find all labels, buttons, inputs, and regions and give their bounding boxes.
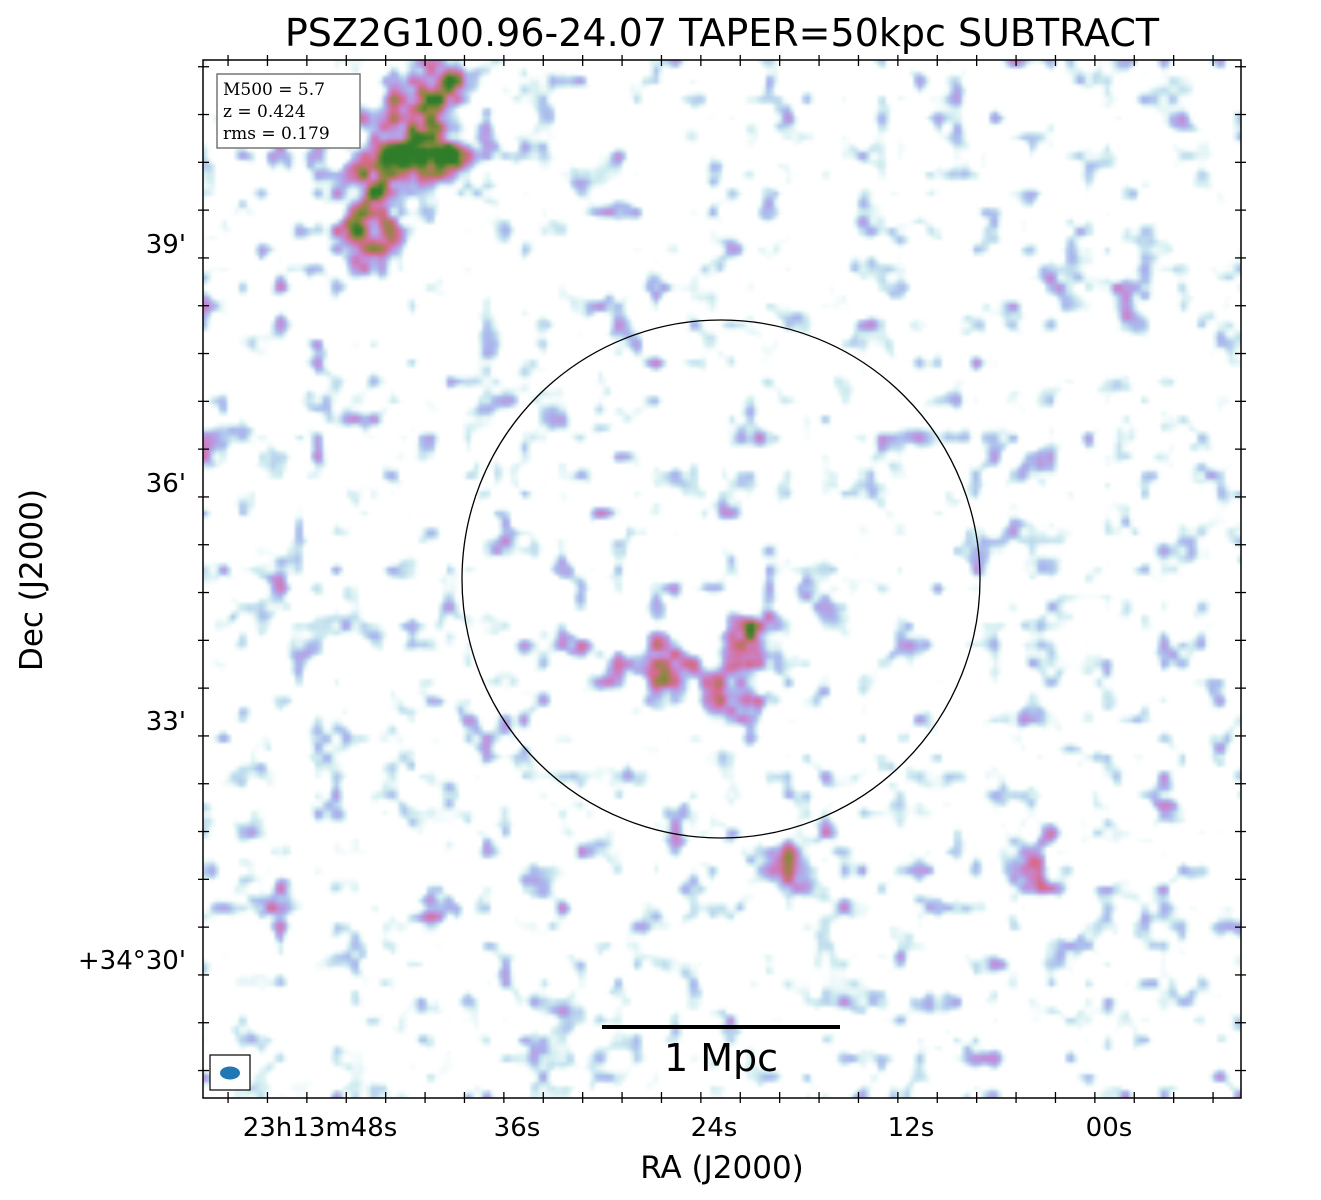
y-axis-label: Dec (J2000) [14, 489, 50, 671]
y-tick-label-33: 33' [146, 707, 186, 737]
emission-image [203, 60, 1241, 1098]
info-m500: M500 = 5.7 [223, 80, 325, 100]
y-tick-label-39: 39' [146, 230, 186, 260]
r500-circle [461, 319, 981, 839]
axis-ticks [198, 55, 1246, 1103]
x-axis-label: RA (J2000) [640, 1150, 804, 1186]
scale-bar-label: 1 Mpc [664, 1036, 778, 1080]
info-rms: rms = 0.179 [223, 124, 330, 144]
x-tick-label-12s: 12s [888, 1113, 935, 1143]
beam-ellipse [220, 1066, 240, 1080]
y-tick-label-36: 36' [146, 469, 186, 499]
emission-map [203, 60, 1241, 1098]
info-box-frame [216, 73, 361, 149]
y-tick-label-30: +34°30' [78, 946, 186, 976]
beam-box [209, 1054, 251, 1091]
x-tick-label-48s: 23h13m48s [243, 1113, 398, 1143]
axes-frame [202, 59, 1242, 1099]
x-tick-label-24s: 24s [691, 1113, 738, 1143]
info-redshift: z = 0.424 [223, 102, 306, 122]
x-tick-label-36s: 36s [494, 1113, 541, 1143]
info-box: M500 = 5.7 z = 0.424 rms = 0.179 [216, 73, 361, 149]
chart-title: PSZ2G100.96-24.07 TAPER=50kpc SUBTRACT [285, 11, 1160, 55]
x-tick-label-00s: 00s [1086, 1113, 1133, 1143]
